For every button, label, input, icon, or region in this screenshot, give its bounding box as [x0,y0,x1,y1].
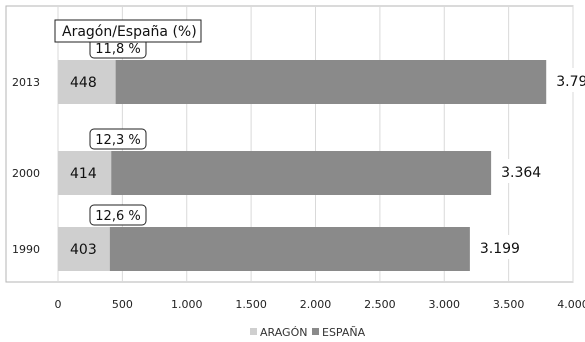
bar-aragon-2013 [58,60,116,104]
legend-swatch-aragón [250,328,257,335]
category-label: 2000 [12,167,40,180]
x-tick-label: 3.500 [493,298,525,311]
category-label: 1990 [12,243,40,256]
value-label-aragon: 403 [70,242,97,258]
x-tick-label: 1.000 [171,298,203,311]
legend-label: ARAGÓN [260,326,307,339]
bar-aragon-1990 [58,227,110,271]
value-label-espana: 3.364 [501,165,541,181]
value-label-aragon: 414 [70,166,97,182]
category-label: 2013 [12,76,40,89]
percent-box [89,128,147,150]
bar-aragon-2000 [58,151,112,195]
legend-swatch-españa [312,328,319,335]
x-tick-label: 3.000 [429,298,461,311]
x-tick-label: 2.500 [364,298,396,311]
percent-label: 12,3 % [95,133,140,148]
chart-title: Aragón/España (%) [62,24,197,40]
bar-espana-1990 [58,227,470,271]
bar-espana-2000 [58,151,492,195]
value-box-espana [550,68,585,92]
percent-box [89,204,147,226]
percent-label: 11,8 % [95,42,140,57]
x-tick-label: 1.500 [235,298,267,311]
value-label-espana: 3.792 [556,74,585,90]
percent-label: 12,6 % [95,209,140,224]
legend-label: ESPAÑA [322,326,366,339]
value-box-espana [495,159,552,183]
value-label-espana: 3.199 [480,241,520,257]
bar-espana-2013 [58,60,547,104]
x-tick-label: 4.000 [557,298,585,311]
x-tick-label: 2.000 [300,298,332,311]
value-box-espana [473,235,530,259]
value-label-aragon: 448 [70,75,97,91]
x-tick-label: 500 [112,298,133,311]
x-tick-label: 0 [55,298,62,311]
title-box [54,19,202,43]
